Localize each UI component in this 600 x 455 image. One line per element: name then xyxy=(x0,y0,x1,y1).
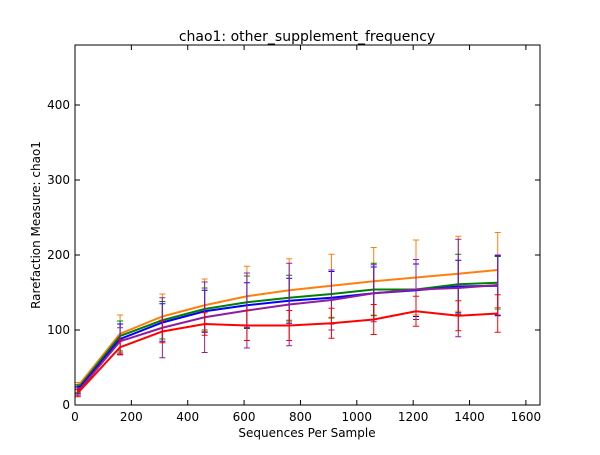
y-tick-label: 100 xyxy=(47,323,70,337)
y-axis-label: Rarefaction Measure: chao1 xyxy=(29,141,43,309)
x-tick-label: 1200 xyxy=(398,410,429,424)
x-tick-label: 600 xyxy=(233,410,256,424)
y-tick-label: 0 xyxy=(62,398,70,412)
chart-title: chao1: other_supplement_frequency xyxy=(179,29,435,45)
series-line xyxy=(77,310,498,394)
x-tick-label: 0 xyxy=(71,410,79,424)
x-axis-label: Sequences Per Sample xyxy=(238,426,375,440)
y-tick-label: 200 xyxy=(47,248,70,262)
x-tick-label: 1600 xyxy=(511,410,542,424)
x-tick-label: 800 xyxy=(289,410,312,424)
series-line xyxy=(77,284,498,393)
plot-frame xyxy=(74,44,541,406)
x-tick-label: 1400 xyxy=(454,410,485,424)
series-line xyxy=(77,284,498,391)
x-tick-label: 1000 xyxy=(342,410,373,424)
y-tick-label: 400 xyxy=(47,98,70,112)
series-4 xyxy=(74,294,501,398)
plot-area xyxy=(74,232,501,398)
series-0 xyxy=(74,232,501,391)
x-tick-label: 400 xyxy=(176,410,199,424)
series-3 xyxy=(74,238,501,396)
axis-ticks: 0 200 400 600 800 1000 1200 1400 1600 0 100 200 300 4… xyxy=(47,45,541,424)
y-tick-label: 300 xyxy=(47,173,70,187)
x-tick-label: 200 xyxy=(120,410,143,424)
